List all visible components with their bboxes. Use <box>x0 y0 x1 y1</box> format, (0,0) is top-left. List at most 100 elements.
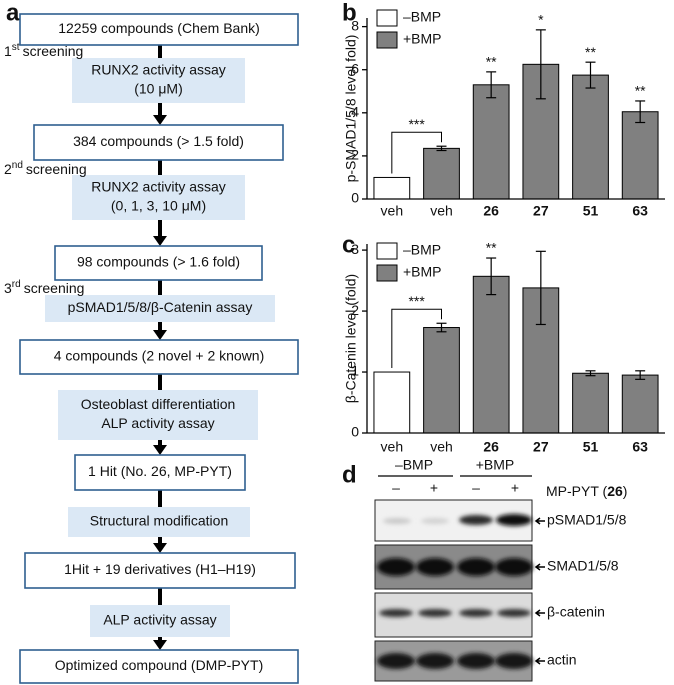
y-tick-label: 3 <box>351 241 359 257</box>
band <box>496 514 532 526</box>
flow-arrowhead <box>153 330 167 340</box>
assay-text: (10 μM) <box>134 81 183 97</box>
panel-label: c <box>342 231 355 258</box>
bar <box>572 74 609 200</box>
flow-arrowhead <box>153 640 167 650</box>
x-tick-label: veh <box>381 439 404 455</box>
result-box <box>19 339 299 375</box>
band <box>416 558 454 576</box>
band <box>377 653 415 669</box>
x-tick-label: 63 <box>632 203 648 219</box>
bar <box>373 371 411 434</box>
x-tick-label: 27 <box>533 439 549 455</box>
result-box <box>54 245 263 281</box>
significance-label: ** <box>635 83 646 99</box>
y-tick-label: 1 <box>351 363 359 379</box>
y-axis-title: β-Catenin level (fold) <box>343 274 359 403</box>
band <box>457 653 495 669</box>
band <box>457 558 495 576</box>
x-tick-label: 26 <box>483 439 499 455</box>
bar <box>621 111 659 200</box>
screening-ordinal: nd <box>12 160 23 171</box>
significance-bracket <box>391 308 442 369</box>
significance-bracket <box>391 131 442 174</box>
band-arrow <box>534 657 545 665</box>
band-arrow <box>534 563 545 571</box>
screening-number: 3 <box>4 280 12 296</box>
significance-label: ** <box>585 44 596 60</box>
screening-number: 2 <box>4 161 12 177</box>
bar <box>572 372 609 434</box>
y-tick-label: 4 <box>351 104 359 120</box>
bar <box>423 327 460 434</box>
band-label: SMAD1/5/8 <box>547 558 619 574</box>
assay-text: Osteoblast differentiation <box>81 396 236 412</box>
flow-arrowhead <box>153 445 167 455</box>
significance-label: ** <box>486 54 497 70</box>
legend-swatch <box>376 242 398 260</box>
result-box <box>33 124 284 161</box>
bar <box>472 84 510 200</box>
panel-label: b <box>342 0 357 26</box>
blot-sign: – <box>392 480 400 496</box>
significance-label: *** <box>408 116 425 132</box>
x-tick-label: 51 <box>583 439 599 455</box>
assay-box <box>58 390 258 440</box>
panel-label: a <box>6 0 20 26</box>
result-text: 1 Hit (No. 26, MP-PYT) <box>88 463 232 479</box>
x-tick-label: 26 <box>483 203 499 219</box>
result-text: 12259 compounds (Chem Bank) <box>58 20 260 36</box>
result-text: Optimized compound (DMP-PYT) <box>55 657 264 673</box>
band <box>421 518 449 524</box>
legend-swatch <box>376 9 398 27</box>
blot-sign: + <box>430 480 438 496</box>
screening-word: screening <box>23 43 84 59</box>
blot-group: +BMP <box>476 457 515 473</box>
assay-text: (0, 1, 3, 10 μM) <box>111 198 206 214</box>
assay-box <box>90 605 230 637</box>
result-box <box>19 649 299 684</box>
assay-text: RUNX2 activity assay <box>91 62 226 78</box>
legend-label: +BMP <box>403 264 442 280</box>
flow-arrowhead <box>153 543 167 553</box>
screening-label: 3rd screening <box>4 279 84 296</box>
bar <box>373 176 411 200</box>
band <box>459 515 493 525</box>
y-tick-label: 0 <box>351 190 359 206</box>
assay-box <box>68 507 250 537</box>
significance-label: ** <box>486 240 497 256</box>
band-label: pSMAD1/5/8 <box>547 512 627 528</box>
band <box>418 609 452 617</box>
band <box>377 558 415 576</box>
legend-label: –BMP <box>403 242 441 258</box>
flow-arrowhead <box>153 236 167 246</box>
y-tick-label: 6 <box>351 60 359 76</box>
screening-number: 1 <box>4 43 12 59</box>
result-text: 384 compounds (> 1.5 fold) <box>73 133 244 149</box>
assay-box <box>72 175 245 220</box>
western-blot: –BMP +BMP – + – + MP-PYT (26) pSMAD1/5/8… <box>374 457 627 682</box>
y-tick-label: 8 <box>351 17 359 33</box>
band-arrow <box>534 609 545 617</box>
band-label: actin <box>547 652 577 668</box>
assay-text: Structural modification <box>90 513 229 529</box>
y-tick-label: 2 <box>351 302 359 318</box>
band <box>379 609 413 617</box>
panel-label: d <box>342 461 357 488</box>
y-tick-label: 2 <box>351 147 359 163</box>
bar <box>621 374 659 434</box>
assay-text: pSMAD1/5/8/β-Catenin assay <box>68 299 253 315</box>
blot-group: –BMP <box>395 457 433 473</box>
assay-text: ALP activity assay <box>101 415 214 431</box>
band-label: β-catenin <box>547 604 605 620</box>
assay-box <box>72 58 245 103</box>
screening-ordinal: st <box>12 42 20 53</box>
significance-label: * <box>538 12 544 28</box>
band <box>495 558 533 576</box>
screening-label: 1st screening <box>4 42 83 59</box>
band <box>497 609 531 617</box>
legend-label: +BMP <box>403 31 442 47</box>
result-box <box>24 552 296 589</box>
legend-swatch <box>376 31 398 49</box>
assay-text: RUNX2 activity assay <box>91 179 226 195</box>
